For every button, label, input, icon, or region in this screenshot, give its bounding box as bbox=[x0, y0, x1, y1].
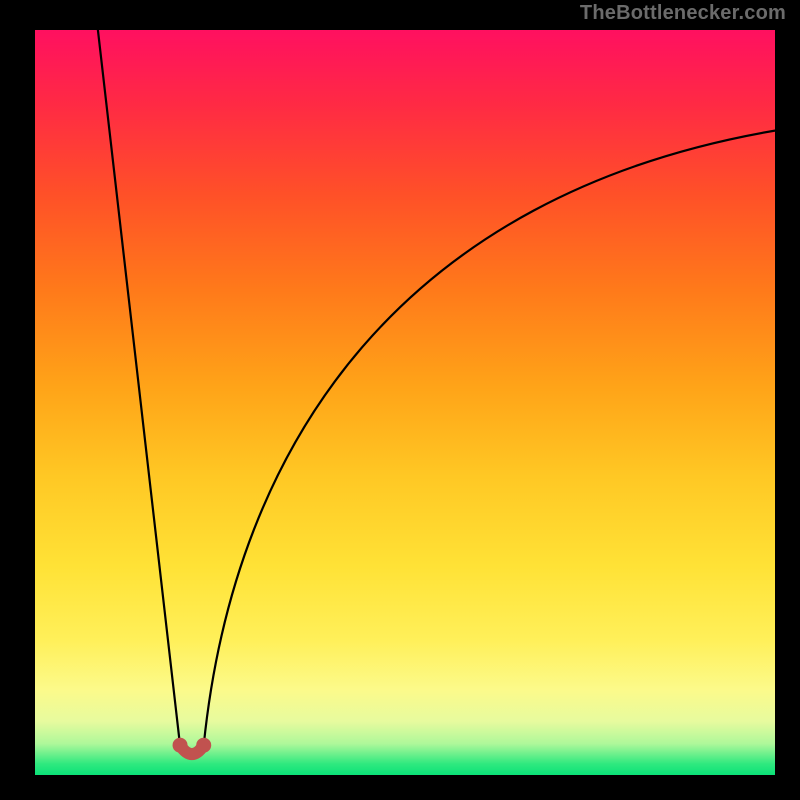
plot-svg bbox=[35, 30, 775, 775]
gradient-background bbox=[35, 30, 775, 775]
marker-dot-1 bbox=[196, 738, 211, 753]
chart-root: TheBottlenecker.com bbox=[0, 0, 800, 800]
marker-dot-0 bbox=[173, 738, 188, 753]
plot-area bbox=[35, 30, 775, 775]
watermark-text: TheBottlenecker.com bbox=[580, 2, 786, 25]
